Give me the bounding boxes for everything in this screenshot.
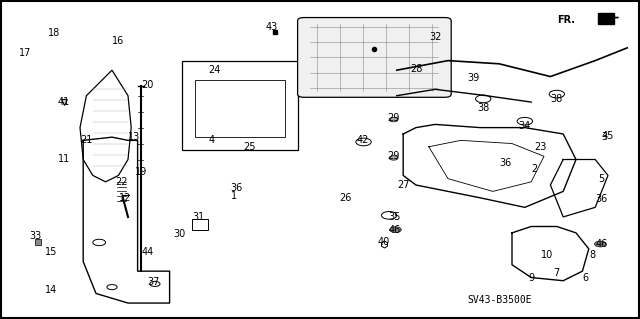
- Polygon shape: [83, 137, 170, 303]
- Circle shape: [389, 117, 398, 122]
- Text: 40: 40: [378, 237, 390, 248]
- Text: 33: 33: [29, 231, 42, 241]
- Text: 5: 5: [598, 174, 605, 184]
- Polygon shape: [512, 226, 589, 281]
- Text: FR.: FR.: [557, 15, 575, 25]
- Text: 37: 37: [147, 277, 160, 287]
- Circle shape: [381, 211, 397, 219]
- Text: 25: 25: [243, 142, 256, 152]
- Text: 31: 31: [192, 212, 205, 222]
- Text: 8: 8: [589, 250, 595, 260]
- Text: 21: 21: [80, 135, 93, 145]
- Text: 44: 44: [141, 247, 154, 257]
- Text: 22: 22: [115, 177, 128, 187]
- Text: 17: 17: [19, 48, 32, 58]
- Text: 27: 27: [397, 180, 410, 190]
- Bar: [195, 80, 285, 137]
- Circle shape: [595, 241, 606, 247]
- Text: 28: 28: [410, 63, 422, 74]
- Text: 30: 30: [173, 229, 186, 240]
- Text: 38: 38: [477, 103, 490, 114]
- Text: 46: 46: [595, 239, 608, 249]
- Polygon shape: [550, 160, 608, 217]
- Text: 29: 29: [387, 113, 400, 123]
- Text: 39: 39: [467, 73, 480, 83]
- Text: 12: 12: [118, 193, 131, 203]
- Text: 2: 2: [531, 164, 538, 174]
- Text: 45: 45: [602, 130, 614, 141]
- Text: 29: 29: [387, 151, 400, 161]
- Text: 18: 18: [48, 28, 61, 39]
- Bar: [182, 61, 298, 150]
- Text: 6: 6: [582, 272, 589, 283]
- Bar: [192, 219, 208, 230]
- Text: 43: 43: [266, 22, 278, 32]
- Text: 35: 35: [388, 212, 401, 222]
- Text: 46: 46: [388, 225, 401, 235]
- Text: 13: 13: [128, 132, 141, 142]
- Text: 36: 36: [595, 194, 608, 204]
- Text: 1: 1: [230, 191, 237, 201]
- Text: SV43-B3500E: SV43-B3500E: [467, 295, 531, 305]
- Circle shape: [356, 138, 371, 146]
- Text: 3: 3: [602, 132, 608, 142]
- Text: 41: 41: [58, 97, 70, 107]
- Circle shape: [390, 227, 401, 233]
- Text: 24: 24: [208, 65, 221, 75]
- Text: 38: 38: [550, 94, 563, 104]
- Text: 42: 42: [356, 135, 369, 145]
- FancyBboxPatch shape: [298, 18, 451, 97]
- Text: 20: 20: [141, 79, 154, 90]
- Text: 19: 19: [134, 167, 147, 177]
- Text: 36: 36: [230, 183, 243, 193]
- Text: 14: 14: [45, 285, 58, 295]
- Text: 23: 23: [534, 142, 547, 152]
- Text: 4: 4: [208, 135, 214, 145]
- Text: 34: 34: [518, 121, 531, 131]
- Text: 15: 15: [45, 247, 58, 257]
- Circle shape: [389, 156, 398, 160]
- Text: 36: 36: [499, 158, 512, 168]
- Text: 10: 10: [541, 250, 554, 260]
- Text: 7: 7: [554, 268, 560, 278]
- Text: 9: 9: [528, 272, 534, 283]
- Text: 16: 16: [112, 36, 125, 47]
- Text: 32: 32: [429, 32, 442, 42]
- Text: 11: 11: [58, 154, 70, 165]
- Polygon shape: [598, 13, 614, 24]
- Polygon shape: [80, 70, 131, 182]
- Text: 26: 26: [339, 193, 352, 203]
- Polygon shape: [403, 124, 576, 207]
